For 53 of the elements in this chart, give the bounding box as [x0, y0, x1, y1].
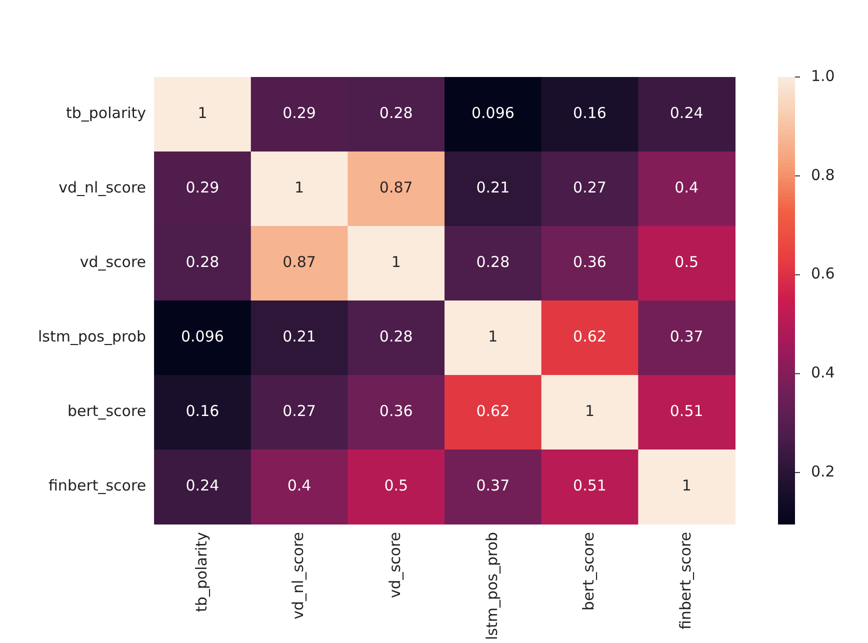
- x-tick-label: finbert_score: [676, 532, 694, 630]
- y-tick-label: bert_score: [67, 402, 146, 420]
- data-label: 0.27: [573, 178, 606, 197]
- data-label: 0.5: [674, 253, 699, 272]
- y-tick-label: vd_score: [80, 253, 146, 272]
- data-label: 0.36: [573, 253, 606, 272]
- color-bar-label: 0.2: [811, 462, 835, 480]
- data-label: 0.4: [674, 178, 699, 197]
- x-tick-label: vd_nl_score: [289, 532, 308, 620]
- data-label: 0.24: [670, 104, 704, 122]
- y-tick-label: finbert_score: [48, 476, 146, 495]
- data-label: 0.29: [186, 178, 220, 197]
- data-label: 0.16: [573, 104, 606, 122]
- data-label: 0.36: [379, 402, 413, 420]
- y-tick-label: tb_polarity: [66, 104, 146, 122]
- data-label: 0.62: [573, 328, 606, 346]
- data-label: 1: [488, 328, 498, 346]
- data-label: 0.51: [573, 476, 606, 495]
- x-tick-label: tb_polarity: [192, 532, 210, 612]
- data-label: 0.87: [379, 178, 413, 197]
- data-label: 0.5: [384, 476, 408, 495]
- data-label: 0.87: [282, 253, 316, 272]
- y-tick-label: vd_nl_score: [58, 178, 146, 197]
- data-label: 0.24: [186, 476, 220, 495]
- data-label: 0.21: [282, 328, 316, 346]
- color-bar-label: 0.6: [811, 264, 835, 283]
- data-label: 0.4: [287, 476, 312, 495]
- data-label: 0.62: [476, 402, 510, 420]
- data-label: 1: [391, 253, 401, 272]
- data-label: 0.28: [476, 253, 510, 272]
- data-label: 1: [294, 178, 304, 197]
- x-tick-label: vd_score: [386, 532, 404, 598]
- data-label: 0.16: [186, 402, 220, 420]
- x-tick-label: lstm_pos_prob: [482, 532, 501, 640]
- color-bar-label: 0.4: [811, 364, 835, 382]
- data-label: 0.28: [379, 104, 413, 122]
- data-label: 1: [198, 104, 208, 122]
- data-label: 0.29: [282, 104, 316, 122]
- color-bar-label: 1.0: [811, 66, 835, 85]
- data-label: 0.28: [186, 253, 220, 272]
- data-label: 1: [682, 476, 692, 495]
- data-label: 0.21: [476, 178, 510, 197]
- data-label: 1: [584, 402, 595, 420]
- data-label: 0.27: [282, 402, 316, 420]
- data-label: 0.096: [471, 104, 514, 122]
- data-label: 0.37: [476, 476, 510, 495]
- x-tick-label: bert_score: [580, 532, 598, 611]
- data-label: 0.37: [670, 328, 704, 346]
- data-label: 0.51: [670, 402, 704, 420]
- data-label: 0.28: [379, 328, 413, 346]
- color-bar-label: 0.8: [811, 166, 835, 184]
- data-label: 0.096: [180, 328, 224, 346]
- y-tick-label: lstm_pos_prob: [38, 328, 146, 346]
